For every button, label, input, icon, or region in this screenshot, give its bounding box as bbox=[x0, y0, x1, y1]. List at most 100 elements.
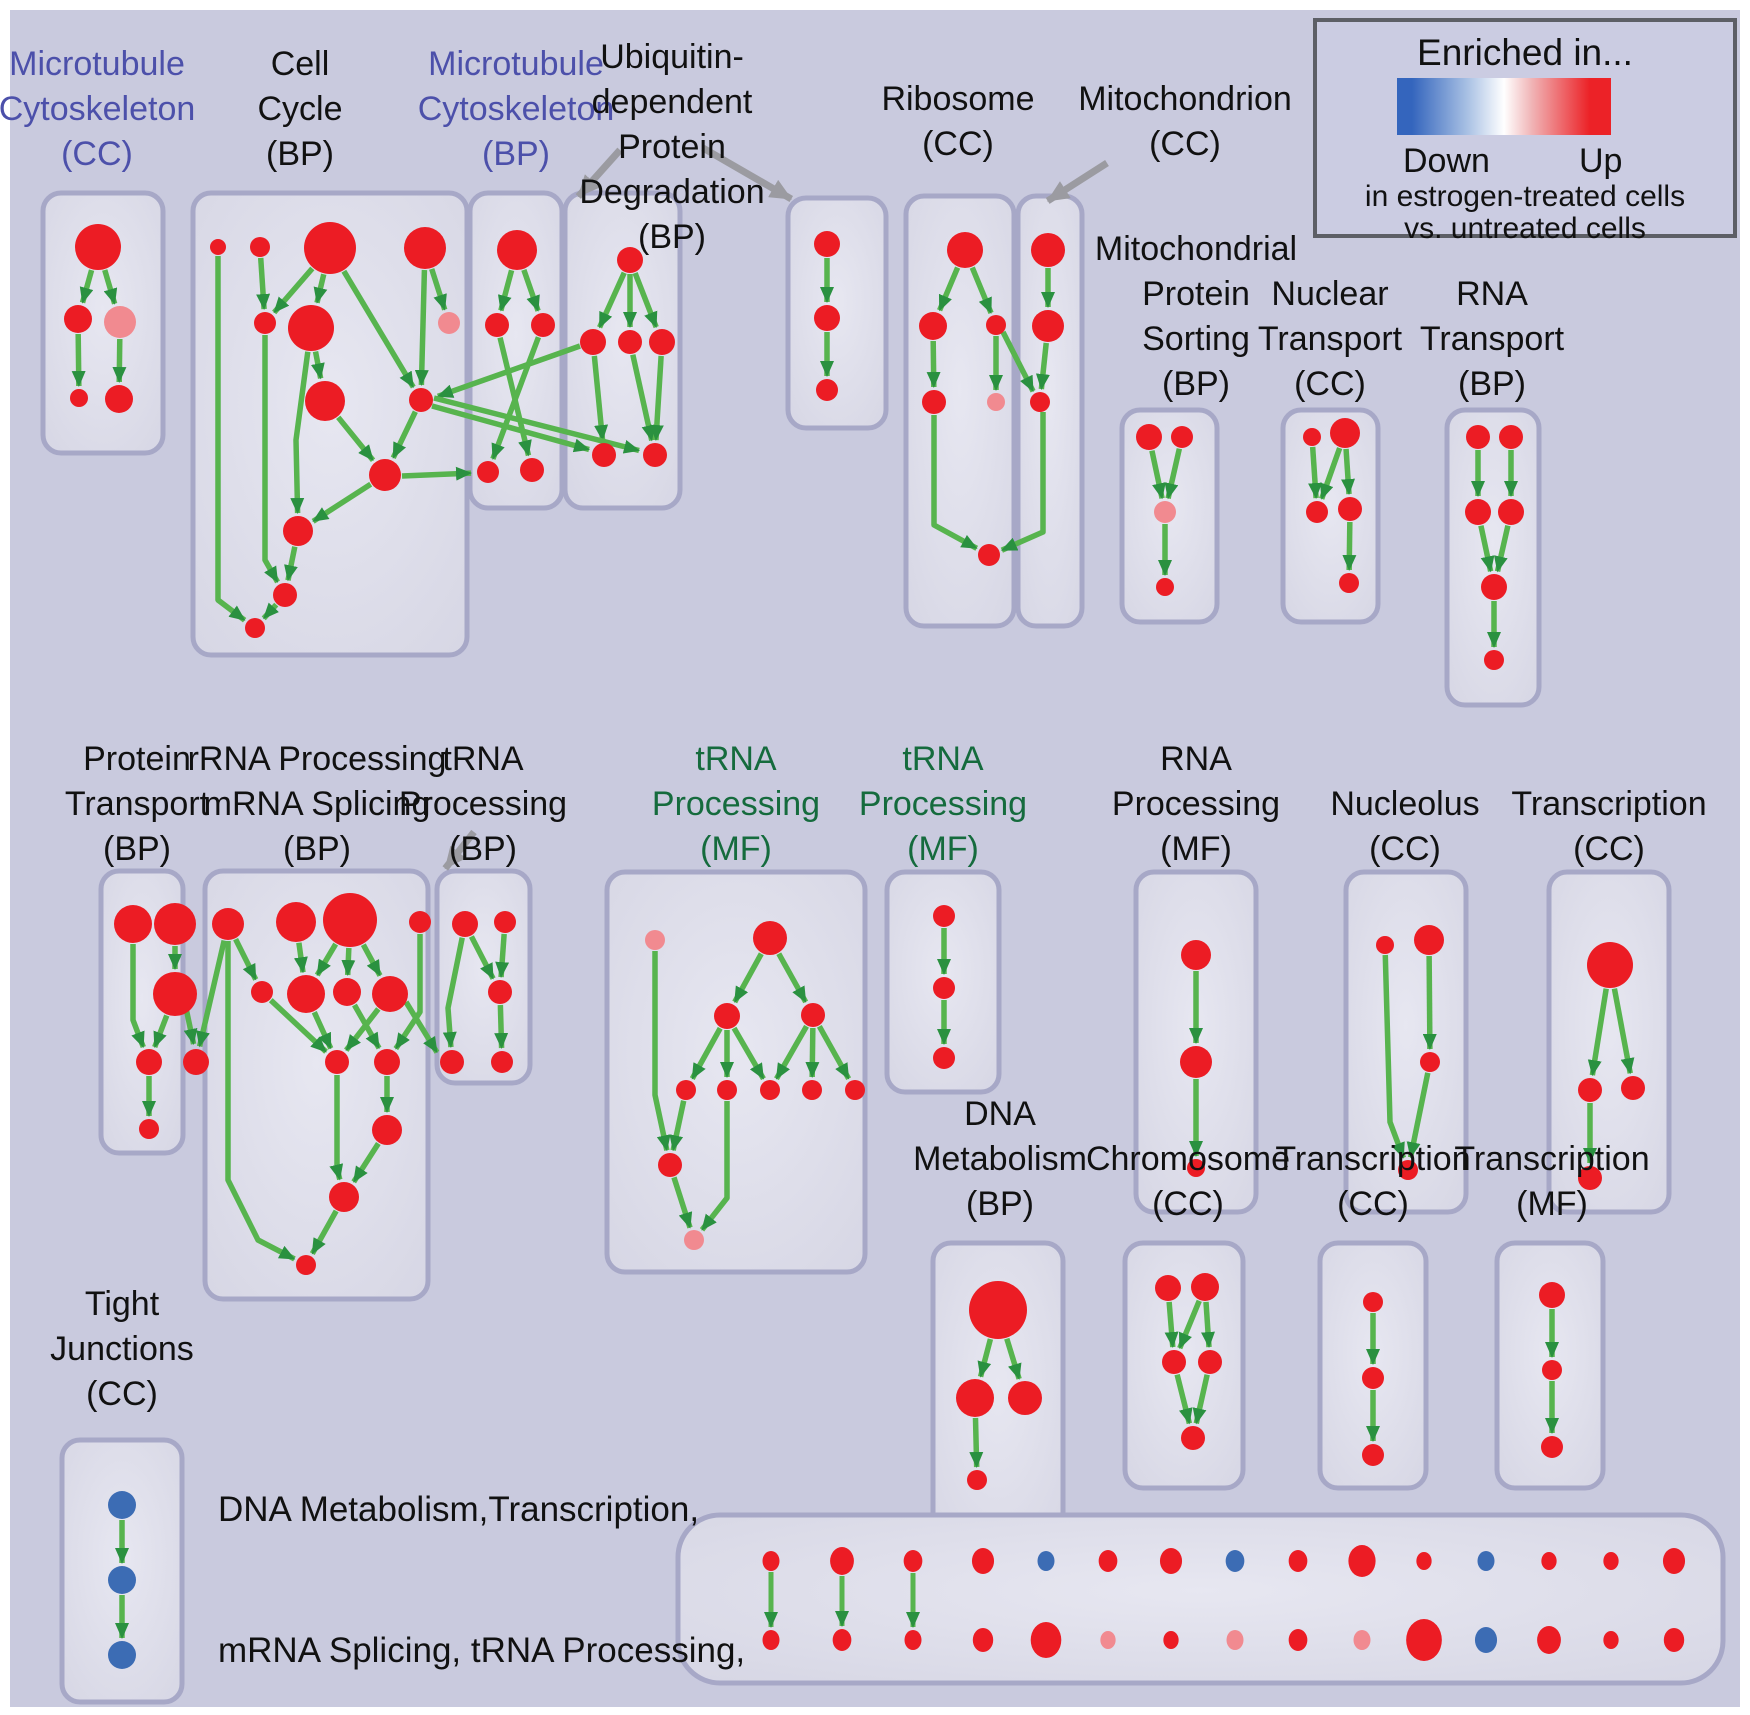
go-term-node bbox=[70, 389, 88, 407]
edge-arrow bbox=[632, 272, 659, 329]
cluster-label-cell-cycle-bp: Cycle bbox=[257, 90, 342, 128]
edge-arrow bbox=[1341, 448, 1356, 496]
go-term-node bbox=[1136, 424, 1162, 450]
cluster-label-dna-metabolism-bp: (BP) bbox=[966, 1185, 1034, 1223]
go-term-node bbox=[1162, 1350, 1186, 1374]
cluster-box-rrna-processing-mrna-splicing-bp bbox=[202, 868, 431, 1302]
go-term-node bbox=[987, 393, 1005, 411]
edge-arrow bbox=[329, 1075, 344, 1181]
edge-arrow bbox=[290, 351, 311, 515]
cluster-label-microtubule-bp: Cytoskeleton bbox=[418, 90, 615, 128]
edge-arrow bbox=[1000, 412, 1046, 553]
cluster-label-microtubule-cc: (CC) bbox=[61, 135, 133, 173]
edge-arrow bbox=[1494, 525, 1511, 573]
edge-arrow bbox=[429, 268, 448, 311]
go-term-node bbox=[105, 385, 133, 413]
go-term-node bbox=[1339, 573, 1359, 593]
cluster-label-cell-cycle-bp: (BP) bbox=[266, 135, 334, 173]
edge-arrow bbox=[495, 933, 510, 979]
edge-arrow bbox=[652, 951, 671, 1152]
go-term-node bbox=[491, 1051, 513, 1073]
go-term-node bbox=[919, 312, 947, 340]
go-term-node bbox=[1376, 936, 1394, 954]
go-term-node bbox=[409, 911, 431, 933]
cluster-label-ribosome-cc: Ribosome bbox=[881, 80, 1034, 118]
go-term-node bbox=[287, 975, 325, 1013]
go-term-node bbox=[802, 1080, 822, 1100]
cluster-label-trna-processing-mf-large: Processing bbox=[652, 785, 820, 823]
edge-arrow bbox=[597, 271, 627, 329]
cluster-label-trna-processing-bp: (BP) bbox=[449, 830, 517, 868]
cluster-label-tight-junctions-cc: Tight bbox=[85, 1285, 160, 1323]
edge-arrow bbox=[262, 335, 280, 584]
go-term-node bbox=[1288, 1629, 1308, 1651]
edge-arrow bbox=[293, 942, 308, 974]
go-term-node bbox=[114, 905, 152, 943]
go-term-node bbox=[832, 1629, 852, 1651]
cluster-label-ribosome-cc: (CC) bbox=[922, 125, 994, 163]
edge-arrow bbox=[732, 952, 764, 1004]
edge-arrow bbox=[436, 343, 581, 399]
cluster-label-mitochondrial-protein-sorting-bp: Protein bbox=[1142, 275, 1250, 313]
go-term-node bbox=[1156, 578, 1174, 596]
edge-arrow bbox=[1319, 447, 1343, 500]
go-term-node bbox=[531, 313, 555, 337]
go-term-node bbox=[136, 1049, 162, 1075]
go-term-node bbox=[643, 443, 667, 467]
cluster-label-ubiquitin-degradation-bp: (BP) bbox=[638, 218, 706, 256]
go-term-node bbox=[323, 893, 377, 947]
legend-subtitle-2: vs. untreated cells bbox=[1404, 212, 1646, 245]
cluster-label-transcription-cc-1: (CC) bbox=[1573, 830, 1645, 868]
edge-arrow bbox=[261, 602, 280, 621]
edge-arrow bbox=[313, 273, 328, 304]
go-term-node bbox=[104, 306, 136, 338]
go-term-node bbox=[245, 618, 265, 638]
cluster-label-rrna-processing-mrna-splicing-bp: rRNA Processing bbox=[188, 740, 447, 778]
edge-arrow bbox=[341, 269, 416, 389]
edge-arrow bbox=[403, 1000, 440, 1054]
cluster-box-trna-processing-mf-large bbox=[604, 869, 868, 1275]
cluster-label-transcription-cc-2: (CC) bbox=[1337, 1185, 1409, 1223]
edge-arrow bbox=[969, 1417, 984, 1468]
go-term-node bbox=[1484, 650, 1504, 670]
edge-arrow bbox=[341, 947, 356, 977]
edge-arrow bbox=[442, 829, 477, 871]
legend-gradient-bar bbox=[1397, 78, 1611, 135]
go-term-node bbox=[452, 911, 478, 937]
go-term-node bbox=[1398, 1160, 1418, 1180]
go-term-node bbox=[1416, 1552, 1432, 1570]
go-term-node bbox=[1163, 1631, 1179, 1649]
edge-arrow bbox=[671, 1176, 693, 1229]
edge-arrow bbox=[649, 355, 664, 442]
edge-arrow bbox=[152, 1014, 170, 1049]
go-term-node bbox=[1662, 1548, 1686, 1574]
go-term-node bbox=[1008, 1381, 1042, 1415]
go-term-node bbox=[153, 972, 197, 1016]
edge-arrow bbox=[183, 1007, 198, 1046]
cluster-label-ubiquitin-degradation-bp: Degradation bbox=[579, 173, 764, 211]
go-term-node bbox=[139, 1119, 159, 1139]
go-term-node bbox=[967, 1470, 987, 1490]
go-term-node bbox=[488, 980, 512, 1004]
cluster-label-nucleolus-cc: (CC) bbox=[1369, 830, 1441, 868]
edge-arrow bbox=[699, 1101, 730, 1232]
edge-arrow bbox=[196, 939, 227, 1048]
go-term-node bbox=[1578, 1166, 1602, 1190]
edge-arrow bbox=[1045, 160, 1109, 204]
go-term-node bbox=[645, 930, 665, 950]
cluster-label-protein-transport-bp: (BP) bbox=[103, 830, 171, 868]
go-term-node bbox=[304, 222, 356, 274]
cluster-label-protein-transport-bp: Protein bbox=[83, 740, 191, 778]
edge-arrow bbox=[494, 1004, 509, 1050]
go-term-node bbox=[1171, 426, 1193, 448]
go-term-node bbox=[276, 902, 316, 942]
go-term-node bbox=[762, 1630, 780, 1650]
cluster-label-trna-processing-mf-large: tRNA bbox=[695, 740, 777, 778]
edge-arrow bbox=[669, 1100, 687, 1152]
cluster-label-microtubule-bp: (BP) bbox=[482, 135, 550, 173]
cluster-label-mitochondrial-protein-sorting-bp: Sorting bbox=[1142, 320, 1250, 358]
go-term-node bbox=[1603, 1631, 1619, 1649]
edge-arrow bbox=[1174, 1373, 1193, 1425]
